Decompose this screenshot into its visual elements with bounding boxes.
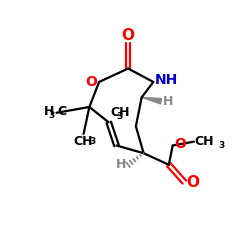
Text: C: C: [58, 105, 66, 118]
Text: CH: CH: [111, 106, 130, 118]
Text: 3: 3: [48, 110, 54, 120]
Text: O: O: [122, 28, 134, 42]
Text: CH: CH: [194, 135, 214, 148]
Text: H: H: [44, 105, 54, 118]
Text: O: O: [85, 75, 97, 89]
Text: 3: 3: [89, 138, 95, 146]
Text: 3: 3: [116, 112, 123, 121]
Text: CH: CH: [74, 135, 93, 148]
Text: NH: NH: [155, 73, 178, 87]
Text: 3: 3: [218, 140, 225, 149]
Text: O: O: [186, 174, 199, 190]
Text: H: H: [116, 158, 126, 171]
Text: H: H: [163, 95, 173, 108]
Polygon shape: [142, 97, 162, 104]
Text: O: O: [174, 136, 186, 150]
